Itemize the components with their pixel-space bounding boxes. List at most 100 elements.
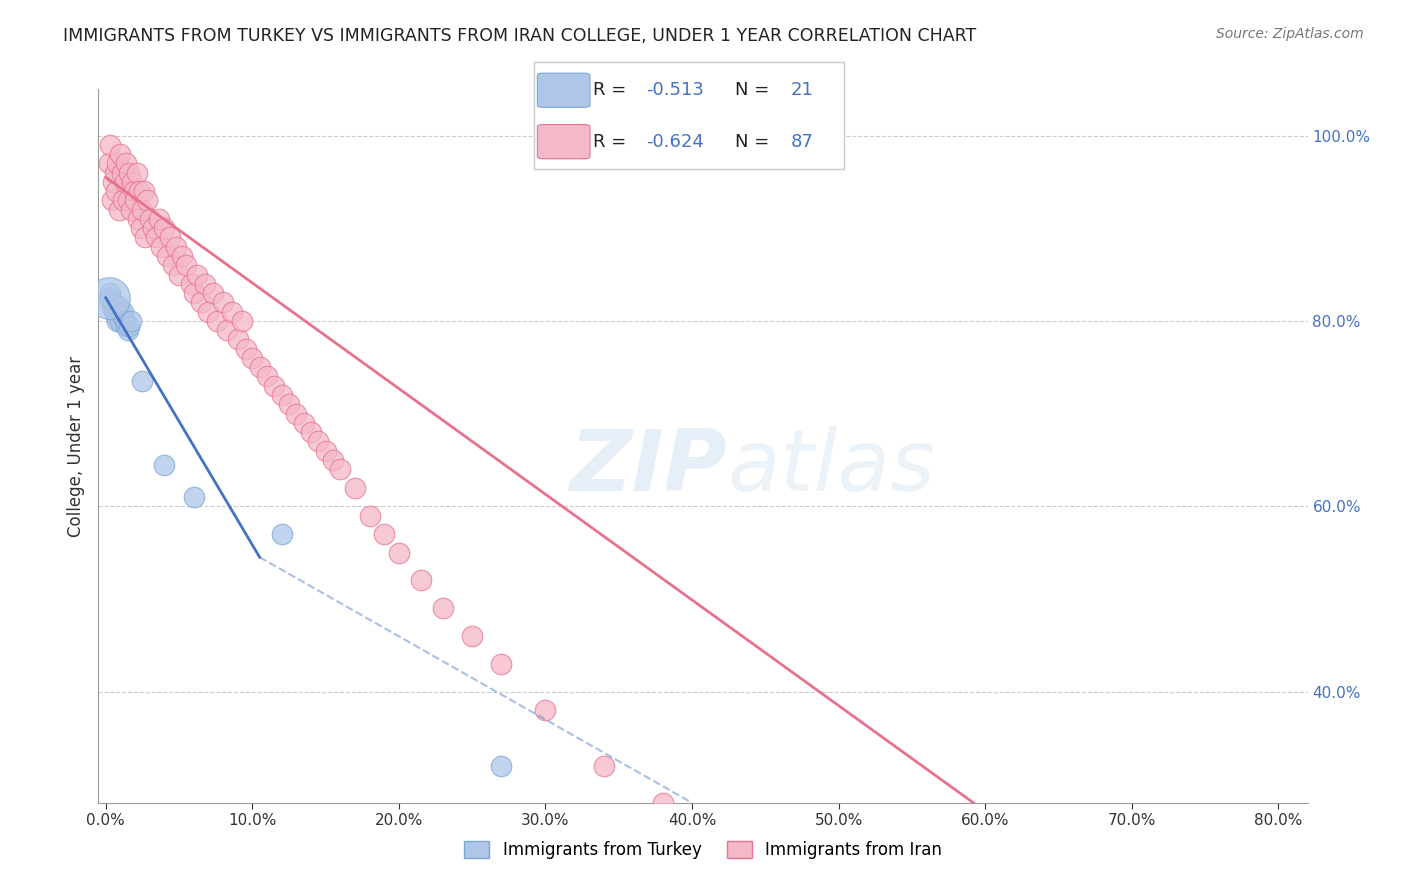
Point [134,230,156,244]
Text: N =: N = [735,81,775,99]
Point [167,268,190,282]
Point [278,397,301,411]
Text: 87: 87 [792,133,814,151]
Point [150,240,173,254]
Point [263,378,285,392]
Point [153,221,176,235]
Point [205,314,228,328]
Point [343,481,366,495]
Point [127,211,149,226]
Point [125,166,148,180]
Point [388,545,411,559]
Point [111,166,134,180]
Point [111,310,134,324]
Point [110,147,132,161]
Text: atlas: atlas [727,425,935,509]
Point [292,416,315,430]
Point [180,277,202,291]
Point [129,221,152,235]
Point [201,286,224,301]
Point [322,453,344,467]
Point [142,221,165,235]
Point [135,194,157,208]
Point [110,314,132,328]
Point [285,407,308,421]
Point [183,490,205,504]
Point [101,295,124,310]
Point [153,458,176,472]
Point [100,300,122,314]
Point [432,601,454,615]
Point [97,291,120,305]
FancyBboxPatch shape [537,125,591,159]
Point [121,175,143,189]
Point [112,194,135,208]
Point [256,369,278,384]
Point [186,268,208,282]
Point [105,310,128,324]
Point [124,194,146,208]
Point [235,342,257,356]
FancyBboxPatch shape [537,73,591,107]
Point [190,295,212,310]
Point [131,202,153,217]
Point [226,333,249,347]
Text: R =: R = [593,81,633,99]
Point [373,527,395,541]
Text: -0.513: -0.513 [645,81,703,99]
Point [105,184,128,198]
Point [115,156,138,170]
Point [183,286,205,301]
Point [132,184,155,198]
Point [270,388,292,402]
Point [103,304,125,318]
Point [212,295,235,310]
Point [299,425,322,439]
Point [217,323,239,337]
Point [112,304,135,318]
Point [159,230,181,244]
Point [97,156,120,170]
Point [131,374,153,388]
Point [491,657,513,671]
Text: ZIP: ZIP [569,425,727,509]
Point [128,184,150,198]
Point [107,314,129,328]
Point [197,304,219,318]
Point [307,434,329,449]
Point [593,758,616,772]
Point [359,508,381,523]
Point [221,304,243,318]
Point [651,796,673,810]
Point [240,351,263,365]
Point [710,833,733,847]
Point [409,574,432,588]
Point [165,240,187,254]
Point [145,230,167,244]
Point [270,527,292,541]
Point [117,194,139,208]
Point [115,318,138,333]
Point [120,202,142,217]
Point [122,184,145,198]
Point [97,291,120,305]
Point [491,758,513,772]
Point [101,175,124,189]
Point [118,166,141,180]
Point [156,249,179,263]
Point [98,286,121,301]
Text: IMMIGRANTS FROM TURKEY VS IMMIGRANTS FROM IRAN COLLEGE, UNDER 1 YEAR CORRELATION: IMMIGRANTS FROM TURKEY VS IMMIGRANTS FRO… [63,27,977,45]
Point [107,156,129,170]
Point [176,258,198,272]
Point [138,211,160,226]
Point [103,166,125,180]
Point [769,870,792,884]
Text: -0.624: -0.624 [645,133,703,151]
Point [117,323,139,337]
Point [162,258,184,272]
Point [120,314,142,328]
Point [194,277,217,291]
Point [148,211,170,226]
Point [315,443,337,458]
Y-axis label: College, Under 1 year: College, Under 1 year [66,355,84,537]
